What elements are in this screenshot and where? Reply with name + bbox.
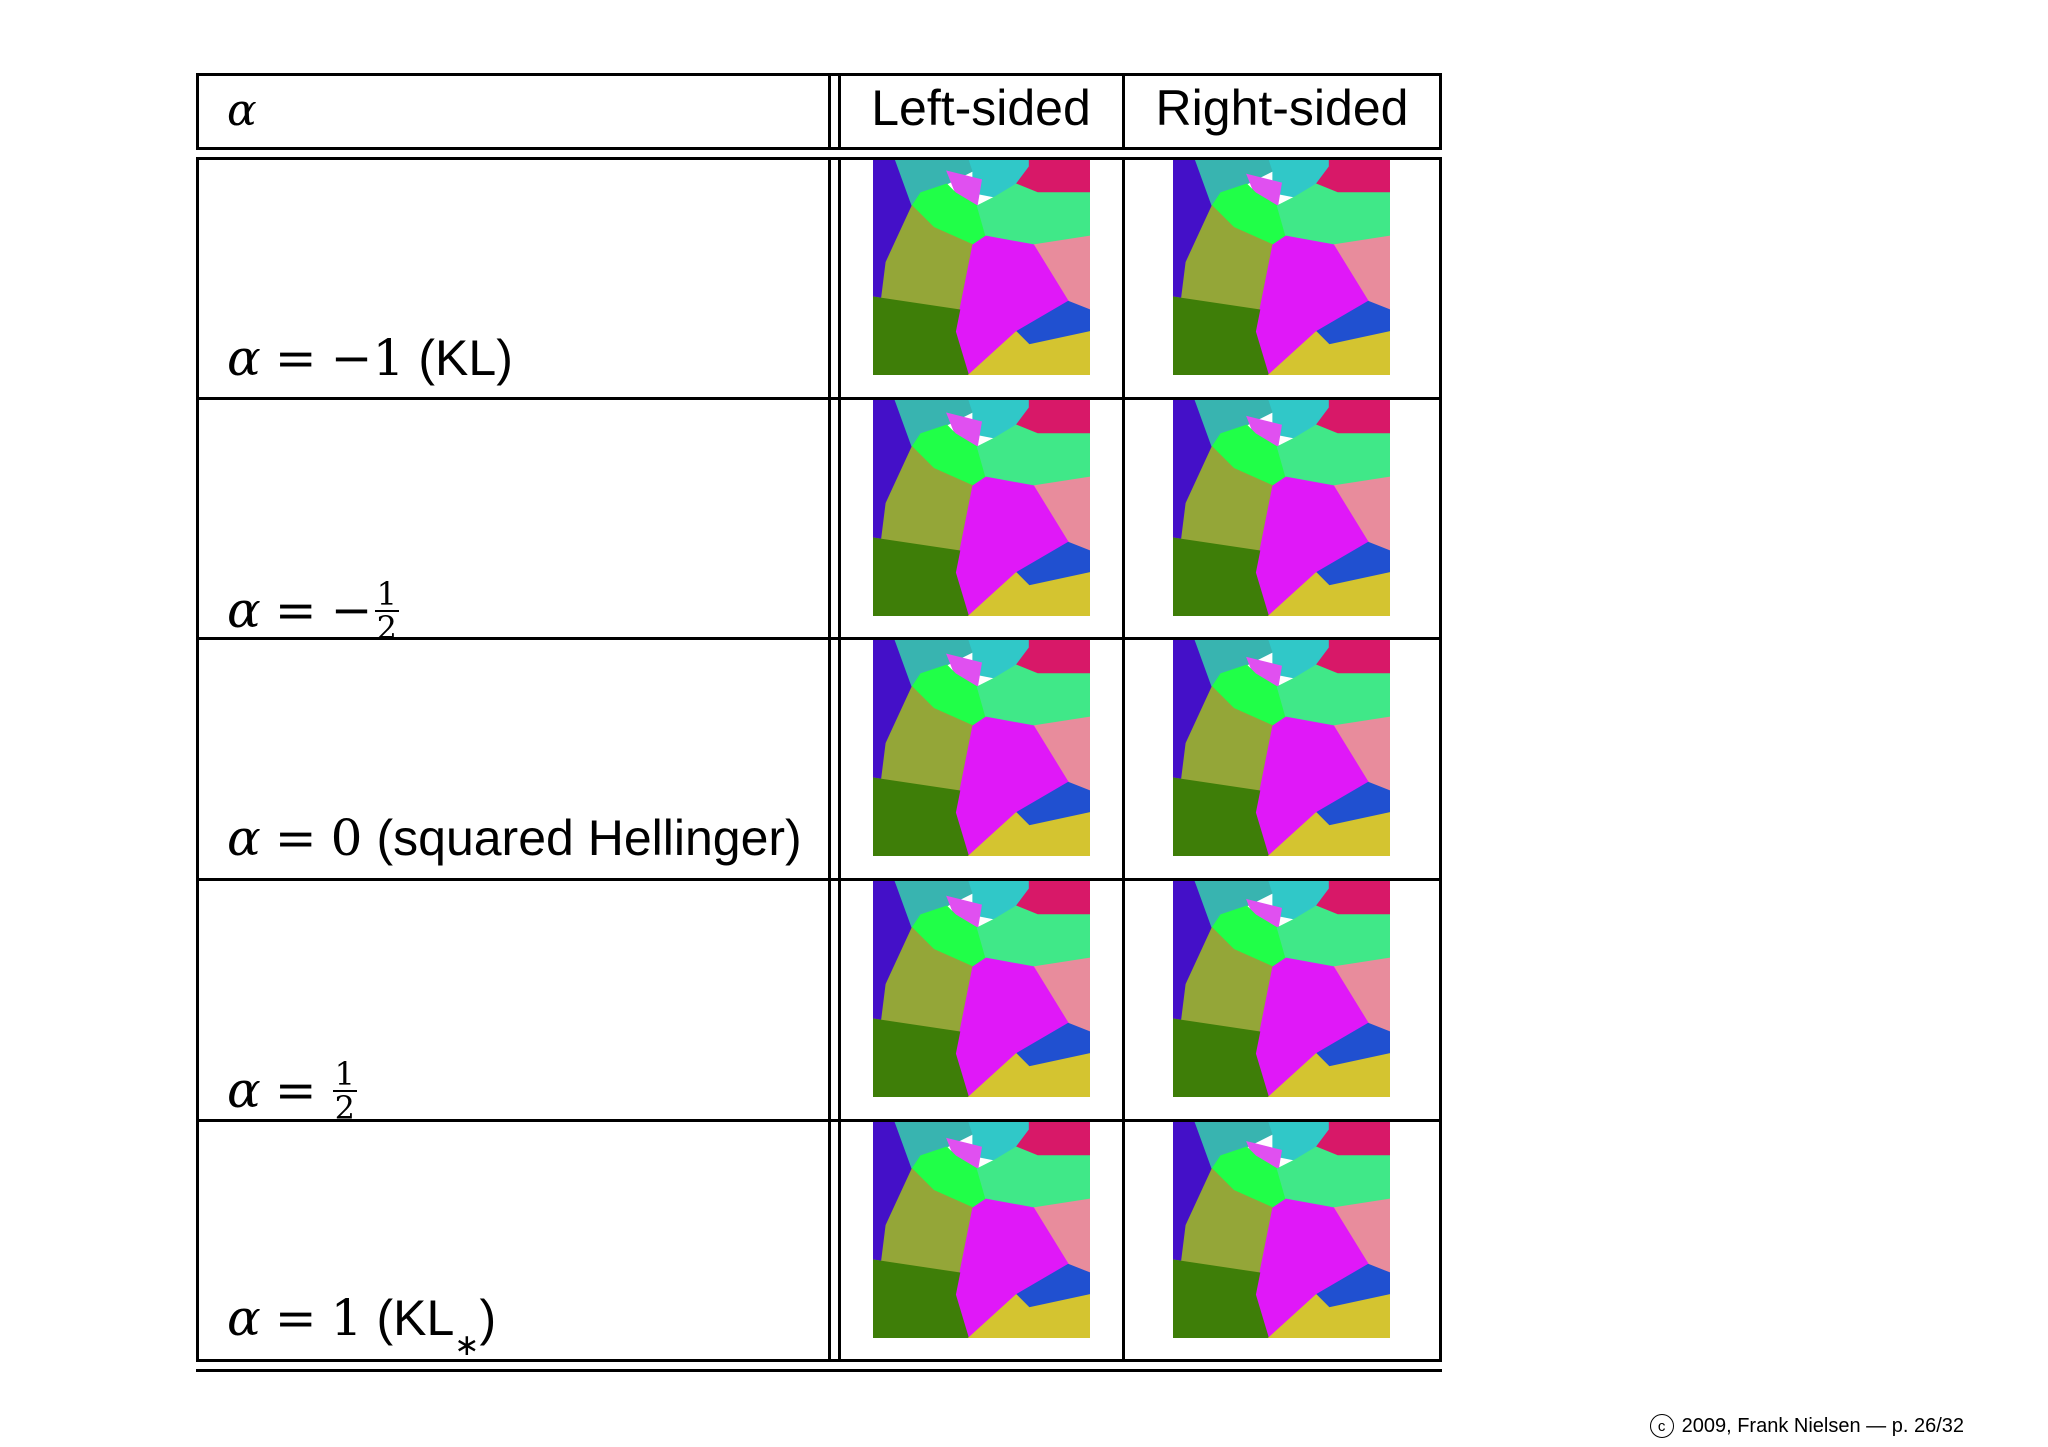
voronoi-cell-dark-green — [873, 296, 969, 375]
row-separator — [196, 878, 1442, 881]
voronoi-cell-dark-green — [1173, 1018, 1269, 1097]
table-closing-rule — [196, 1369, 1442, 1372]
voronoi-cell-yellow — [1267, 812, 1390, 856]
voronoi-cells — [1173, 639, 1390, 856]
voronoi-diagram-left-row-2 — [873, 399, 1090, 616]
column-rule — [838, 157, 841, 1362]
column-rule — [1439, 157, 1442, 1362]
voronoi-diagram-right-row-3 — [1173, 639, 1390, 856]
footer-text: 2009, Frank Nielsen — p. 26/32 — [1681, 1414, 1964, 1437]
voronoi-cell-yellow — [1267, 572, 1390, 616]
slide-footer: c 2009, Frank Nielsen — p. 26/32 — [1649, 1414, 1964, 1438]
voronoi-cell-dark-green — [1173, 537, 1269, 616]
voronoi-cells — [873, 1121, 1090, 1338]
row-label-alpha-1: α = 1 (KL ∗) — [227, 1289, 497, 1362]
row-separator — [196, 1119, 1442, 1122]
header-left-sided: Left-sided — [871, 80, 1091, 136]
column-rule — [196, 73, 199, 150]
column-rule — [828, 73, 831, 150]
column-rule — [1122, 157, 1125, 1362]
column-rule — [1439, 73, 1442, 150]
row-separator — [196, 637, 1442, 640]
voronoi-cell-yellow — [967, 572, 1090, 616]
column-rule — [828, 157, 831, 1362]
column-rule — [1122, 73, 1125, 150]
header-bottom-rule — [196, 147, 1442, 150]
body-bottom-rule — [196, 1359, 1442, 1362]
voronoi-cell-yellow — [967, 331, 1090, 375]
voronoi-cell-yellow — [1267, 331, 1390, 375]
header-top-rule — [196, 73, 1442, 76]
row-label-alpha-0: α = 0 (squared Hellinger) — [227, 809, 802, 867]
voronoi-cell-yellow — [967, 1294, 1090, 1338]
voronoi-diagram-right-row-1 — [1173, 158, 1390, 375]
voronoi-cell-yellow — [967, 812, 1090, 856]
row-separator — [196, 397, 1442, 400]
voronoi-diagram-left-row-3 — [873, 639, 1090, 856]
voronoi-cell-dark-green — [1173, 1259, 1269, 1338]
voronoi-diagram-right-row-2 — [1173, 399, 1390, 616]
voronoi-cell-dark-green — [873, 1018, 969, 1097]
row-label-alpha-minus-1: α = −1 (KL) — [227, 329, 513, 387]
voronoi-cell-yellow — [1267, 1053, 1390, 1097]
voronoi-cell-dark-green — [873, 537, 969, 616]
voronoi-diagram-left-row-5 — [873, 1121, 1090, 1338]
column-rule — [196, 157, 199, 1362]
copyright-icon: c — [1649, 1414, 1674, 1438]
body-top-rule — [196, 157, 1442, 160]
voronoi-cells — [1173, 880, 1390, 1097]
voronoi-cells — [873, 158, 1090, 375]
voronoi-diagram-left-row-4 — [873, 880, 1090, 1097]
voronoi-diagram-right-row-5 — [1173, 1121, 1390, 1338]
voronoi-cells — [1173, 158, 1390, 375]
header-alpha-symbol: α — [227, 85, 257, 136]
voronoi-cell-dark-green — [873, 777, 969, 856]
voronoi-cell-dark-green — [1173, 296, 1269, 375]
voronoi-diagram-right-row-4 — [1173, 880, 1390, 1097]
voronoi-cell-yellow — [967, 1053, 1090, 1097]
voronoi-diagram-left-row-1 — [873, 158, 1090, 375]
header-right-sided: Right-sided — [1155, 80, 1409, 136]
voronoi-cells — [873, 880, 1090, 1097]
voronoi-cell-dark-green — [1173, 777, 1269, 856]
voronoi-cells — [1173, 1121, 1390, 1338]
voronoi-cells — [873, 399, 1090, 616]
column-rule — [838, 73, 841, 150]
voronoi-cell-dark-green — [873, 1259, 969, 1338]
voronoi-cell-yellow — [1267, 1294, 1390, 1338]
voronoi-cells — [1173, 399, 1390, 616]
voronoi-cells — [873, 639, 1090, 856]
